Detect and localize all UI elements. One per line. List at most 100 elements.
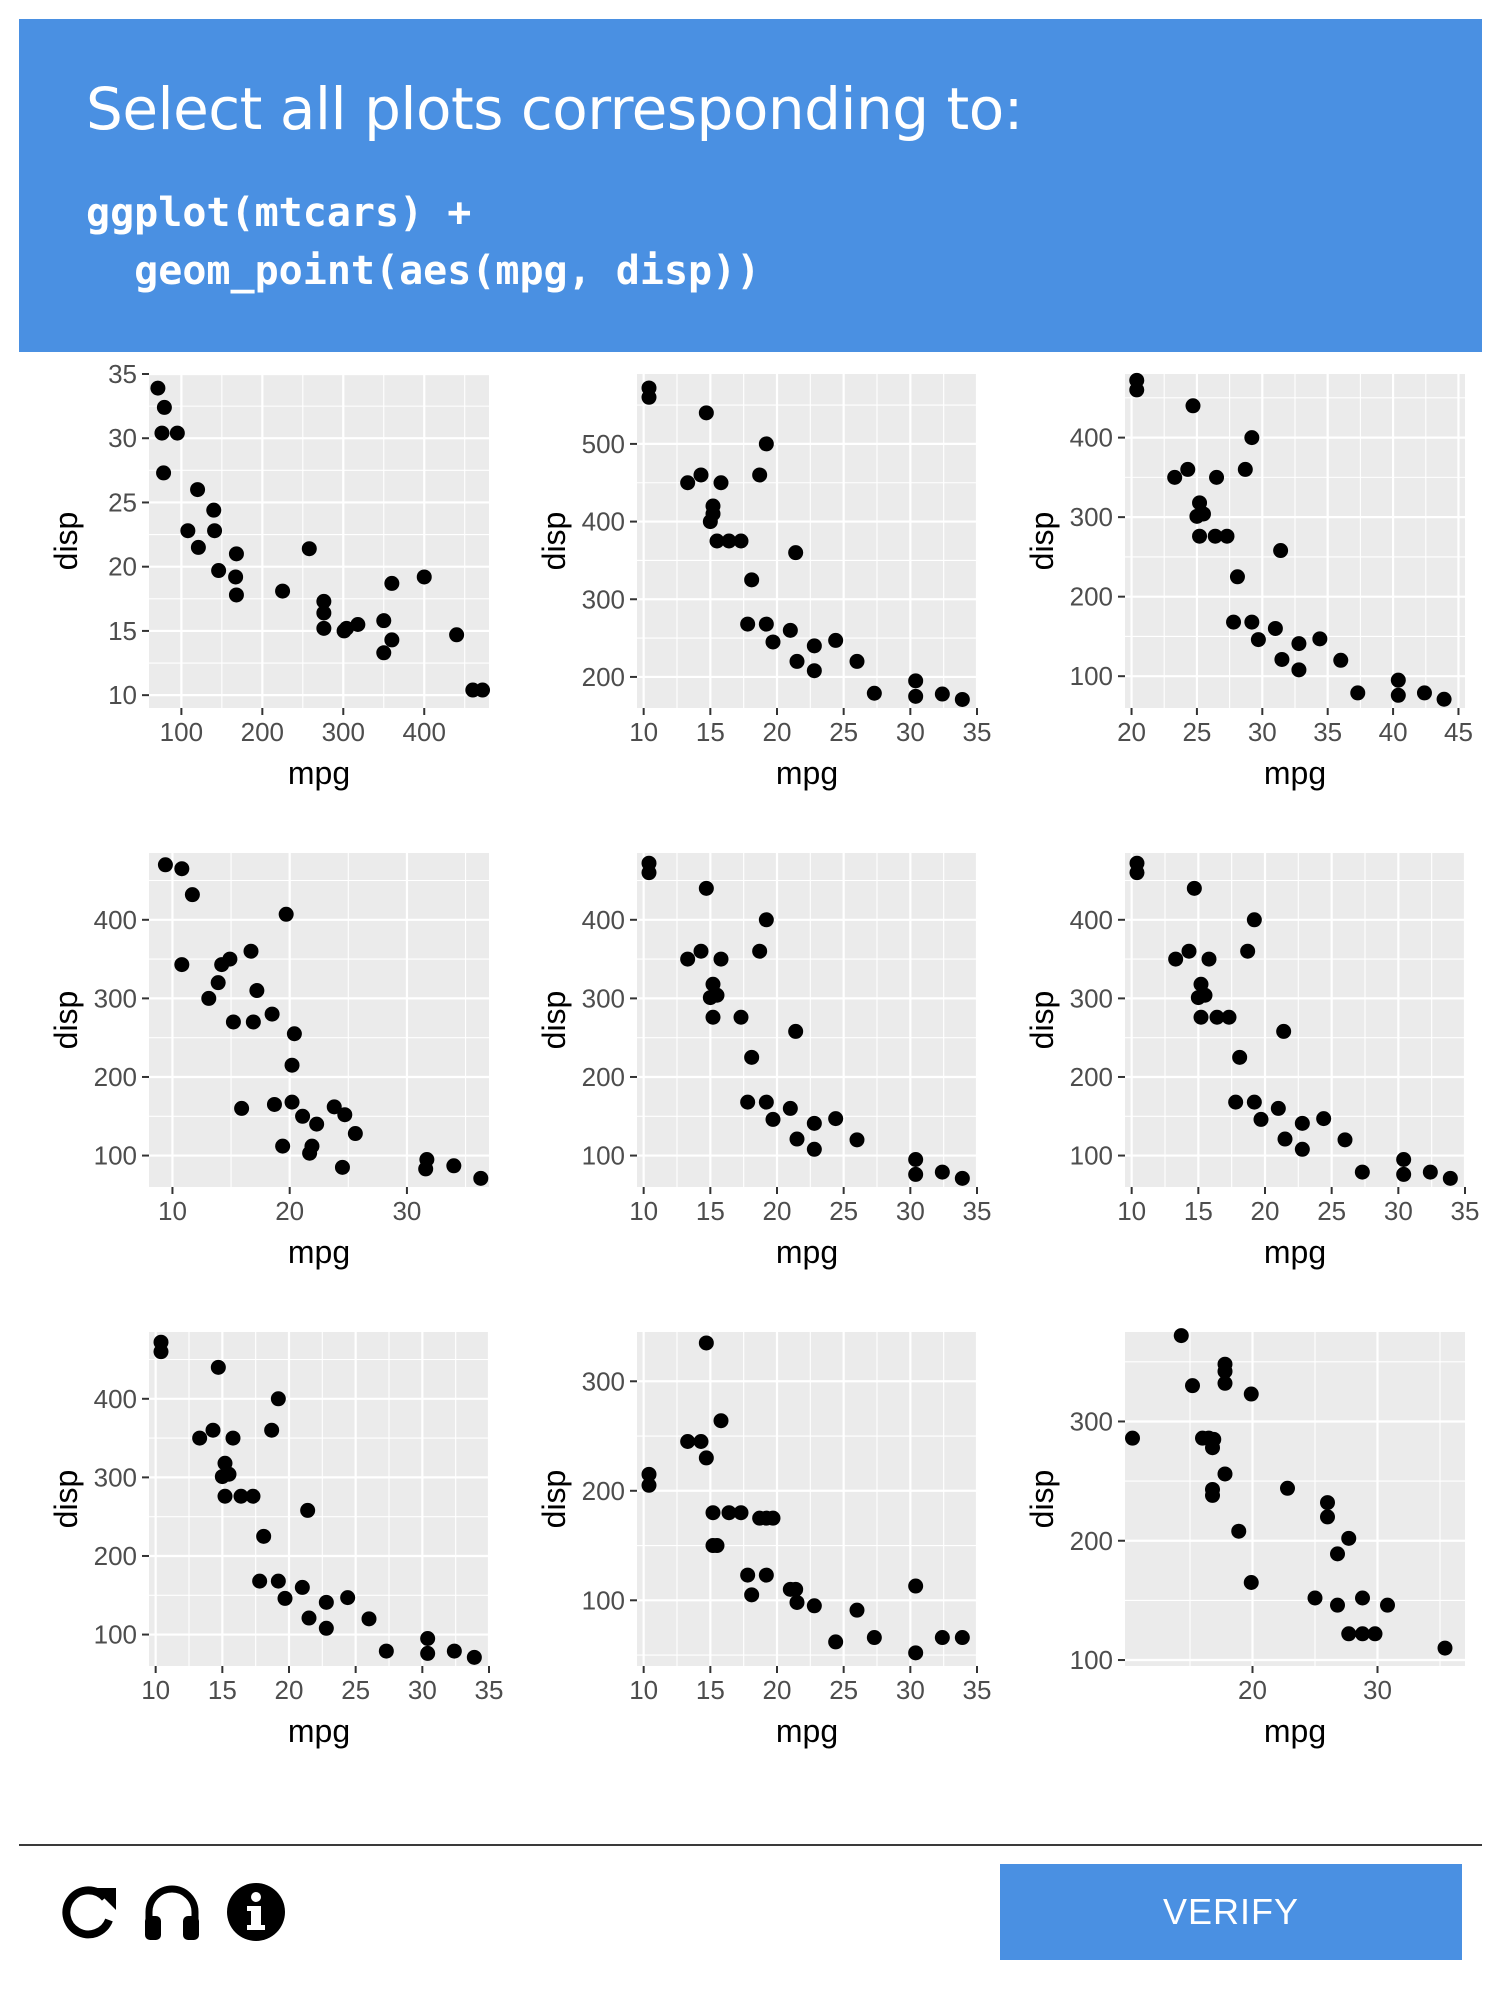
data-point xyxy=(316,620,332,636)
data-point xyxy=(954,1170,970,1186)
data-point xyxy=(641,1466,657,1482)
x-tick-label: 30 xyxy=(392,1196,421,1226)
x-tick-label: 15 xyxy=(696,1196,725,1226)
y-tick-label: 400 xyxy=(582,905,625,935)
data-point xyxy=(758,436,774,452)
data-point xyxy=(641,389,657,405)
plot-tile-2[interactable]: 10 15 20 25 30 35 200 300 400 500 mpg disp xyxy=(507,356,994,831)
data-point xyxy=(270,1573,286,1589)
x-tick-label: 20 xyxy=(1251,1196,1280,1226)
data-point xyxy=(641,865,657,881)
data-point xyxy=(1205,1440,1220,1456)
y-tick-label: 200 xyxy=(582,1062,625,1092)
x-tick-label: 30 xyxy=(408,1675,437,1705)
plot-tile-8[interactable]: 10 15 20 25 30 35 100 200 300 mpg disp xyxy=(507,1314,994,1789)
data-point xyxy=(789,1131,805,1147)
data-point xyxy=(806,638,822,654)
data-point xyxy=(169,425,185,441)
data-point xyxy=(849,1132,865,1148)
data-point xyxy=(740,1094,756,1110)
data-point xyxy=(758,912,774,928)
plot-tile-4[interactable]: 10 20 30 100 200 300 400 mpg disp xyxy=(19,835,506,1310)
data-point xyxy=(275,1138,291,1154)
info-icon[interactable] xyxy=(224,1880,288,1944)
data-point xyxy=(1192,528,1208,544)
x-tick-label: 300 xyxy=(322,717,365,747)
data-point xyxy=(376,645,392,661)
data-point xyxy=(705,1505,721,1521)
x-axis-title: mpg xyxy=(776,1713,838,1749)
data-point xyxy=(866,1630,882,1646)
data-point xyxy=(1390,672,1406,688)
y-tick-label: 400 xyxy=(1070,905,1113,935)
data-point xyxy=(908,673,924,689)
data-point xyxy=(1173,1328,1189,1344)
y-axis-title: disp xyxy=(48,512,84,571)
plot-tile-1[interactable]: 100 200 300 400 10 15 20 25 30 35 mpg disp xyxy=(19,356,506,831)
x-tick-label: 30 xyxy=(1363,1675,1392,1705)
data-point xyxy=(1294,1115,1310,1131)
data-point xyxy=(740,616,756,632)
plot-tile-3[interactable]: 20 25 30 35 40 45 100 200 300 400 mpg disp xyxy=(995,356,1482,831)
data-point xyxy=(473,1170,489,1186)
y-tick-label: 100 xyxy=(1070,661,1113,691)
plot-tile-7[interactable]: 10 15 20 25 30 35 100 200 300 400 mpg disp xyxy=(19,1314,506,1789)
data-point xyxy=(300,1502,316,1518)
data-point xyxy=(418,1161,434,1177)
data-point xyxy=(1217,1363,1233,1379)
data-point xyxy=(1274,651,1290,667)
plot-tile-9[interactable]: 20 30 100 200 300 mpg disp xyxy=(995,1314,1482,1789)
data-point xyxy=(1253,1111,1269,1127)
data-point xyxy=(222,951,238,967)
data-point xyxy=(1316,1111,1332,1127)
verify-button[interactable]: VERIFY xyxy=(1000,1864,1462,1960)
y-tick-label: 200 xyxy=(582,1476,625,1506)
data-point xyxy=(1312,631,1328,647)
data-point xyxy=(361,1611,377,1627)
audio-icon[interactable] xyxy=(140,1880,204,1944)
x-tick-label: 100 xyxy=(160,717,203,747)
data-point xyxy=(782,622,798,638)
data-point xyxy=(1237,461,1253,477)
data-point xyxy=(174,957,190,973)
data-point xyxy=(908,1151,924,1167)
data-point xyxy=(1437,1640,1453,1656)
data-point xyxy=(1396,1151,1412,1167)
data-point xyxy=(828,632,844,648)
panel-background xyxy=(637,374,977,708)
x-tick-label: 45 xyxy=(1444,717,1473,747)
y-axis-title: disp xyxy=(48,1470,84,1529)
data-point xyxy=(446,1158,462,1174)
data-point xyxy=(270,1391,286,1407)
data-point xyxy=(1333,652,1349,668)
data-point xyxy=(752,943,768,959)
data-point xyxy=(680,475,696,491)
data-point xyxy=(1228,1094,1244,1110)
data-point xyxy=(1243,1386,1259,1402)
data-point xyxy=(217,1488,233,1504)
plot-tile-5[interactable]: 10 15 20 25 30 35 100 200 300 400 mpg disp xyxy=(507,835,994,1310)
y-tick-label: 200 xyxy=(1070,1526,1113,1556)
data-point xyxy=(384,575,400,591)
data-point xyxy=(233,1488,249,1504)
data-point xyxy=(225,1430,241,1446)
y-tick-label: 100 xyxy=(582,1585,625,1615)
data-point xyxy=(1240,943,1256,959)
data-point xyxy=(301,541,317,557)
data-point xyxy=(713,475,729,491)
x-tick-label: 30 xyxy=(1384,1196,1413,1226)
data-point xyxy=(234,1100,250,1116)
data-point xyxy=(782,1100,798,1116)
data-point xyxy=(384,632,400,648)
y-tick-label: 200 xyxy=(1070,1062,1113,1092)
data-point xyxy=(1416,685,1432,701)
data-point xyxy=(1205,1487,1220,1503)
data-point xyxy=(150,380,166,396)
data-point xyxy=(1355,1590,1370,1606)
plot-tile-6[interactable]: 10 15 20 25 30 35 100 200 300 400 mpg disp xyxy=(995,835,1482,1310)
data-point xyxy=(806,1141,822,1157)
x-tick-label: 30 xyxy=(896,1196,925,1226)
data-point xyxy=(245,1488,261,1504)
reload-icon[interactable] xyxy=(56,1880,120,1944)
x-axis-title: mpg xyxy=(1264,1234,1326,1270)
